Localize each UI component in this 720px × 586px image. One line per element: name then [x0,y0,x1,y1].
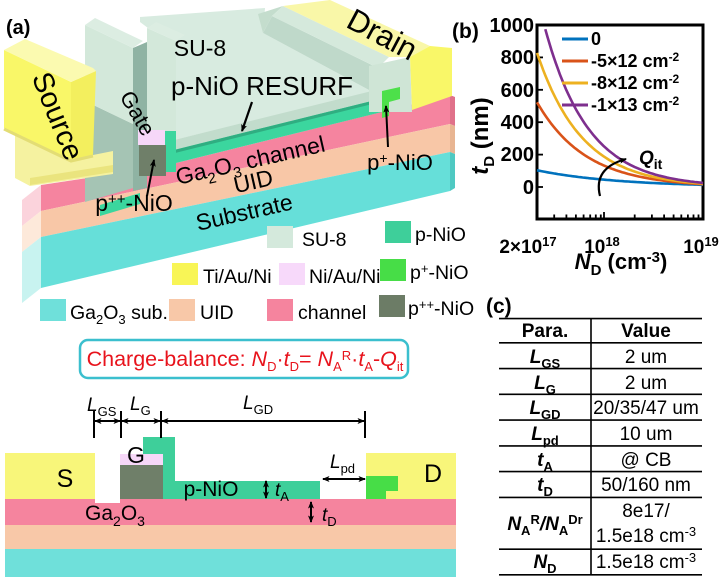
svg-text:tA: tA [537,450,553,474]
svg-text:NAR/NADr: NAR/NADr [507,512,582,538]
svg-text:1.5e18 cm-3: 1.5e18 cm-3 [596,550,696,573]
svg-text:Ga2O3 sub.: Ga2O3 sub. [70,302,168,327]
svg-text:p++-NiO: p++-NiO [408,297,474,320]
svg-text:400: 400 [501,112,534,134]
svg-text:50/160 nm: 50/160 nm [601,475,691,496]
svg-text:ND (cm-3): ND (cm-3) [575,249,668,279]
svg-text:channel: channel [298,302,366,324]
svg-text:G: G [127,442,145,468]
svg-text:S: S [57,465,74,493]
svg-text:(c): (c) [486,295,512,318]
svg-text:D: D [424,460,442,488]
svg-text:LGD: LGD [529,398,560,422]
svg-text:1019: 1019 [683,234,719,258]
svg-text:tD (nm): tD (nm) [467,97,498,175]
svg-text:10 um: 10 um [620,424,673,445]
svg-text:2 um: 2 um [625,347,667,368]
svg-text:@ CB: @ CB [621,450,672,471]
svg-text:0: 0 [591,29,601,49]
svg-text:1000: 1000 [490,15,535,37]
svg-text:Charge-balance: ND·tD= NAR·tA-: Charge-balance: ND·tD= NAR·tA-Qit [87,347,404,374]
svg-text:0: 0 [523,177,534,199]
svg-text:-5×12 cm-2: -5×12 cm-2 [591,50,680,71]
svg-text:LGS: LGS [530,347,561,371]
svg-text:Qit: Qit [639,148,663,172]
svg-text:LGS: LGS [87,395,117,419]
svg-text:600: 600 [501,80,534,102]
svg-text:800: 800 [501,47,534,69]
svg-text:Para.: Para. [522,321,568,342]
svg-text:tD: tD [537,475,553,499]
svg-text:LGD: LGD [243,393,273,417]
svg-text:p+-NiO: p+-NiO [410,261,469,284]
svg-text:Ni/Au/Ni: Ni/Au/Ni [309,266,381,288]
svg-text:8e17/: 8e17/ [622,501,670,522]
svg-text:ND: ND [533,552,556,576]
svg-text:2 um: 2 um [625,373,667,394]
svg-text:SU-8: SU-8 [302,229,346,251]
svg-text:Lpd: Lpd [531,424,559,448]
svg-text:p+-NiO: p+-NiO [367,150,433,175]
svg-text:p++-NiO: p++-NiO [95,190,173,216]
svg-text:Lpd: Lpd [330,452,355,476]
svg-text:2×1017: 2×1017 [499,234,556,258]
svg-text:p-NiO: p-NiO [184,478,239,501]
svg-text:LG: LG [534,373,556,397]
svg-text:-8×12 cm-2: -8×12 cm-2 [591,72,680,93]
svg-text:p-NiO: p-NiO [415,224,466,246]
svg-text:20/35/47 um: 20/35/47 um [593,398,699,419]
svg-text:(b): (b) [452,20,479,43]
svg-text:-1×13 cm-2: -1×13 cm-2 [591,94,680,115]
svg-text:p-NiO RESURF: p-NiO RESURF [171,71,353,101]
svg-text:(a): (a) [6,17,30,39]
svg-text:1.5e18 cm-3: 1.5e18 cm-3 [596,524,696,547]
svg-text:Ti/Au/Ni: Ti/Au/Ni [203,266,272,288]
svg-text:Value: Value [621,321,671,342]
svg-text:200: 200 [501,144,534,166]
svg-text:SU-8: SU-8 [174,35,226,61]
svg-text:UID: UID [200,302,234,324]
svg-text:LG: LG [130,394,151,418]
